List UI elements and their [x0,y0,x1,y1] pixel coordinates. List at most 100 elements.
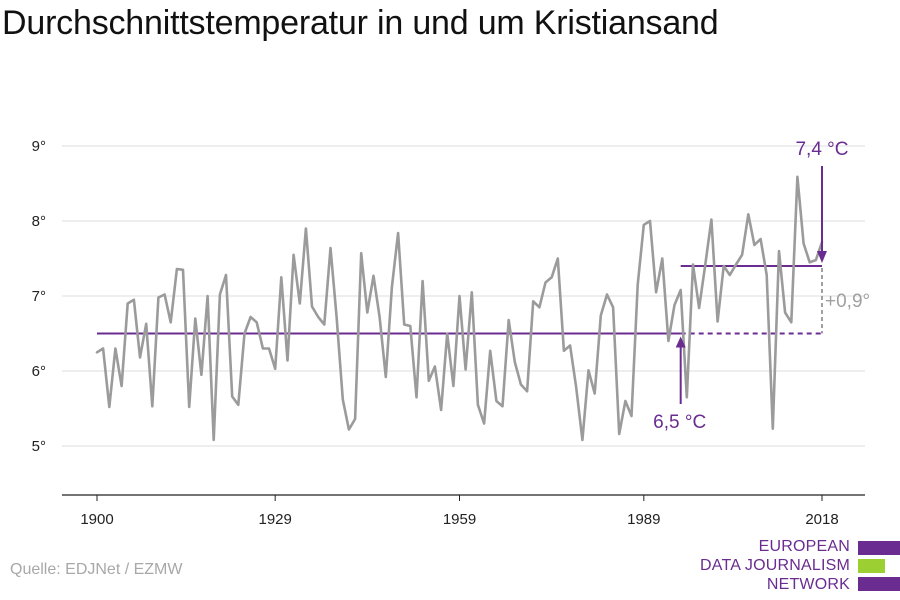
logo-bar-purple-bottom [858,577,900,591]
data-point [125,301,131,307]
data-point [327,245,333,251]
data-point [696,305,702,311]
data-point [543,280,549,286]
data-point [659,256,665,262]
data-point [217,292,223,298]
y-axis-tick-labels: 5° 6° 7° 8° 9° [32,138,46,455]
data-point [702,262,708,268]
y-tick-label-6: 6° [32,363,46,380]
data-point [506,317,512,323]
data-point [727,272,733,278]
data-point [770,426,776,432]
series-line-temperature [95,175,824,442]
data-point [94,349,100,355]
data-point [297,301,303,307]
data-point [383,374,389,380]
reference-label-recent: 7,4 °C [795,139,848,160]
data-point [377,314,383,320]
x-tick-label-1959: 1959 [443,511,476,528]
data-point [690,262,696,268]
data-point [788,319,794,325]
data-point [198,372,204,378]
logo-line-3: NETWORK [766,576,850,593]
data-point [358,250,364,256]
edjnet-logo: EUROPEAN DATA JOURNALISM NETWORK [700,538,900,598]
chart-title: Durchschnittstemperatur in und um Kristi… [2,4,719,42]
data-point [364,310,370,316]
data-point [481,421,487,427]
data-point [174,266,180,272]
data-point [211,437,217,443]
data-point [629,413,635,419]
data-point [370,273,376,279]
data-point [622,398,628,404]
data-point [420,278,426,284]
data-point [500,403,506,409]
data-point [592,391,598,397]
data-point [665,338,671,344]
data-point [248,314,254,320]
data-point [192,316,198,322]
x-tick-label-2018: 2018 [805,511,838,528]
data-point [260,346,266,352]
data-point [610,304,616,310]
logo-line-2: DATA JOURNALISM [700,557,850,574]
data-point [444,331,450,337]
data-point [493,398,499,404]
data-point [457,293,463,299]
data-point [315,314,321,320]
data-point [266,346,272,352]
data-point [340,397,346,403]
x-axis: 1900 1929 1959 1989 2018 [62,494,865,528]
data-point [149,403,155,409]
data-point [229,394,235,400]
data-point [561,348,567,354]
data-point [223,272,229,278]
data-point [475,402,481,408]
y-tick-label-9: 9° [32,138,46,155]
data-point [469,289,475,295]
data-point [389,284,395,290]
data-point [438,407,444,413]
data-point [426,378,432,384]
data-point [573,385,579,391]
data-point [518,382,524,388]
data-point [272,366,278,372]
data-point [143,321,149,327]
data-point [751,242,757,248]
x-tick-label-1929: 1929 [258,511,291,528]
data-point [530,298,536,304]
data-point [524,388,530,394]
data-point [131,297,137,303]
data-point [346,427,352,433]
data-point [119,383,125,389]
data-point [684,394,690,400]
data-point [241,331,247,337]
data-point [616,431,622,437]
data-point [672,302,678,308]
data-point [321,322,327,328]
data-point [549,274,555,280]
series-layer [94,175,824,443]
data-point [432,364,438,370]
data-point [764,272,770,278]
data-point [254,319,260,325]
data-point [555,256,561,262]
data-point [653,289,659,295]
data-point [635,282,641,288]
data-point [813,257,819,263]
data-point [291,252,297,258]
data-point [678,287,684,293]
data-point [235,402,241,408]
data-point [334,314,340,320]
data-point [801,241,807,247]
data-point [278,274,284,280]
data-point [106,404,112,410]
data-point [205,293,211,299]
gridlines [62,145,865,447]
data-point [168,319,174,325]
data-point [162,292,168,298]
data-point [352,416,358,422]
data-point [567,343,573,349]
